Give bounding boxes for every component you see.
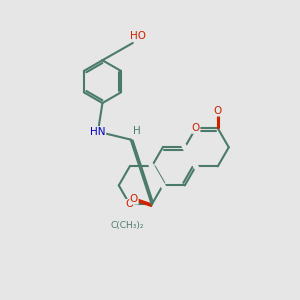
Text: C(CH₃)₂: C(CH₃)₂ — [111, 221, 145, 230]
Text: O: O — [126, 200, 134, 209]
Text: O: O — [130, 194, 138, 204]
Text: HO: HO — [130, 31, 146, 40]
Text: O: O — [192, 123, 200, 133]
Text: H: H — [133, 126, 140, 136]
Text: HN: HN — [90, 127, 106, 136]
Text: O: O — [214, 106, 222, 116]
